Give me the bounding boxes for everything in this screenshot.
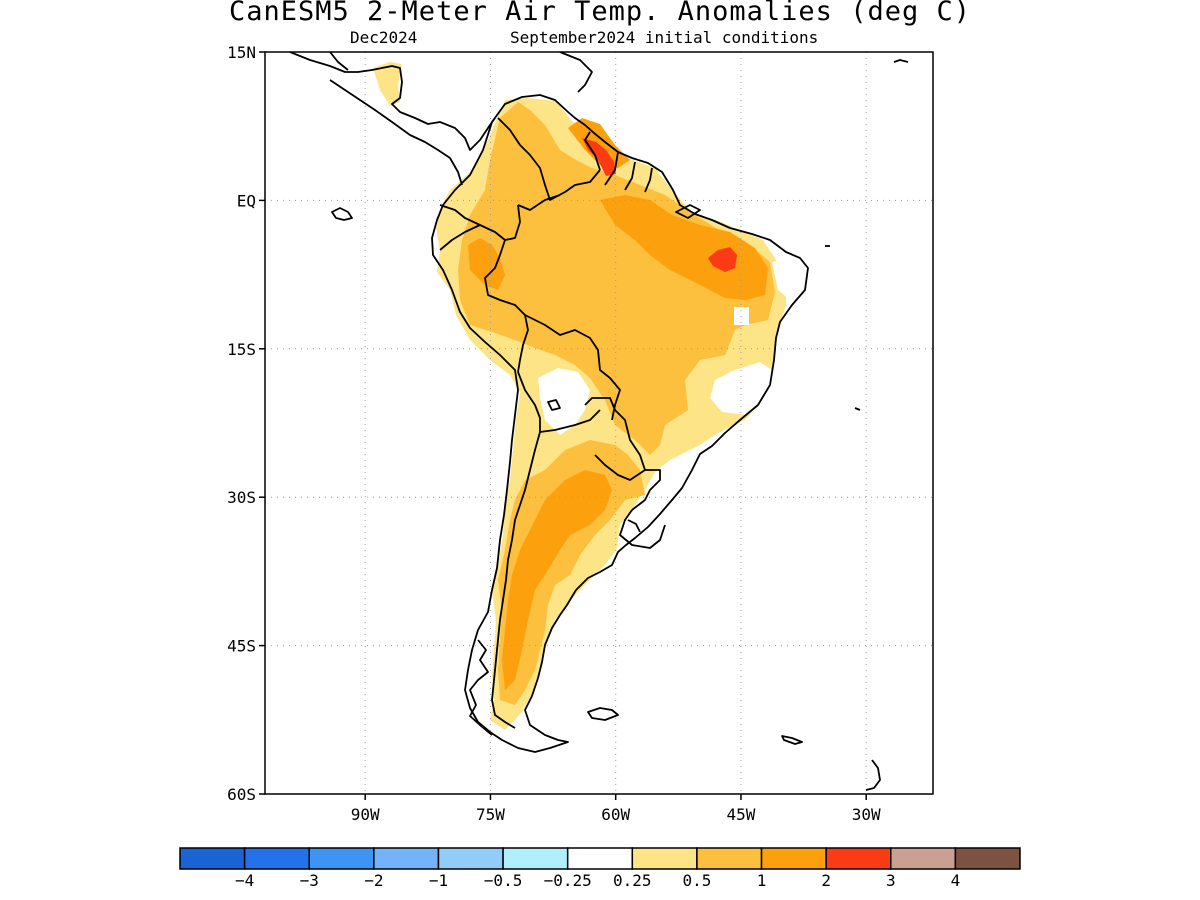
lon-tick-label: 45W [726, 805, 755, 824]
anomaly-1-argentina [502, 470, 612, 690]
caribbean-coast [559, 52, 593, 93]
initial-conditions: September2024 initial conditions [510, 28, 819, 47]
border-ecuador-peru [439, 224, 481, 251]
anomaly-2-maranhao [708, 247, 737, 272]
amazon-delta [675, 204, 701, 219]
border-colombia-venezuela [497, 117, 601, 201]
lat-tick-label: 15S [227, 340, 256, 359]
border-guyana-suriname [604, 151, 619, 186]
grid-lines [265, 52, 933, 794]
longitude-axis: 90W 75W 60W 45W 30W [351, 794, 881, 824]
anomaly-05-south [498, 440, 645, 705]
colorbar: −4 −3 −2 −1 −0.5 −0.25 0.25 0.5 1 2 3 4 [179, 847, 1021, 890]
galapagos-islands [331, 207, 353, 221]
central-america-pacific-coast [329, 79, 463, 186]
colorbar-swatch [566, 847, 634, 870]
colorbar-swatch [437, 847, 504, 870]
colorbar-swatch [179, 847, 246, 870]
colorbar-label: −4 [235, 871, 254, 890]
lon-tick-label: 60W [601, 805, 630, 824]
lat-tick-label: EQ [237, 191, 256, 210]
neutral-east-brazil [710, 362, 775, 415]
colorbar-swatch [631, 847, 698, 870]
colorbar-swatch [373, 847, 440, 870]
lon-tick-label: 75W [476, 805, 505, 824]
lagoa-dos-patos [627, 519, 641, 533]
colorbar-swatch [954, 847, 1021, 870]
latitude-axis: 15N EQ 15S 30S 45S 60S [227, 43, 265, 804]
colorbar-label: −3 [300, 871, 319, 890]
colorbar-label: 0.5 [682, 871, 711, 890]
chart-title: CanESM5 2-Meter Air Temp. Anomalies (deg… [229, 0, 971, 27]
neutral-cell [734, 307, 749, 325]
anomaly-025-central-america [373, 62, 402, 106]
colorbar-swatch [890, 847, 957, 870]
border-uruguay [619, 509, 666, 549]
anomaly-1-northeast [600, 195, 768, 300]
anomaly-1-guiana [568, 118, 630, 168]
border-colombia-brazil [517, 194, 561, 211]
border-bolivia-brazil [524, 314, 621, 421]
neutral-northeast-tip [772, 258, 808, 300]
lon-tick-label: 30W [852, 805, 881, 824]
colorbar-label: −1 [429, 871, 448, 890]
colorbar-label: 3 [886, 871, 896, 890]
south-georgia [781, 735, 803, 745]
colorbar-swatch [243, 847, 310, 870]
colorbar-label: 0.25 [613, 871, 652, 890]
northeast-dots [893, 59, 909, 63]
neutral-bolivia [538, 368, 590, 435]
lat-tick-label: 30S [227, 488, 256, 507]
border-venezuela-guyana [584, 131, 601, 171]
lat-tick-label: 60S [227, 785, 256, 804]
border-paraguay [584, 397, 646, 481]
colorbar-swatch [825, 847, 892, 870]
border-french-guiana [644, 167, 653, 193]
border-peru-brazil [484, 239, 529, 373]
colorbar-swatch [760, 847, 827, 870]
yucatan-coast [329, 52, 349, 71]
colorbar-label: −0.5 [484, 871, 523, 890]
colorbar-swatch [696, 847, 763, 870]
colorbar-swatch [308, 847, 375, 870]
lat-tick-label: 45S [227, 637, 256, 656]
south-america-coastline [431, 94, 809, 753]
border-suriname-guiana [624, 161, 636, 191]
colorbar-label: 4 [951, 871, 961, 890]
map-frame [264, 51, 934, 795]
border-argentina-brazil [631, 469, 661, 511]
falkland-islands [587, 707, 619, 721]
lake-titicaca [547, 399, 561, 411]
central-america-coastline [289, 52, 496, 151]
colorbar-label: −0.25 [544, 871, 592, 890]
colorbar-swatch [502, 847, 569, 870]
border-colombia-ecuador-peru [439, 204, 521, 241]
forecast-month: Dec2024 [350, 28, 418, 47]
anomaly-05-north [458, 102, 775, 455]
patagonian-fjords [469, 639, 493, 736]
lat-tick-label: 15N [227, 43, 256, 62]
colorbar-label: −2 [364, 871, 383, 890]
lon-tick-label: 90W [351, 805, 380, 824]
colorbar-label: 2 [821, 871, 831, 890]
anomaly-1-peru [468, 238, 505, 290]
trindade-island [854, 407, 861, 411]
border-chile-argentina [491, 431, 541, 729]
colorbar-label: 1 [757, 871, 767, 890]
south-sandwich [865, 759, 881, 791]
